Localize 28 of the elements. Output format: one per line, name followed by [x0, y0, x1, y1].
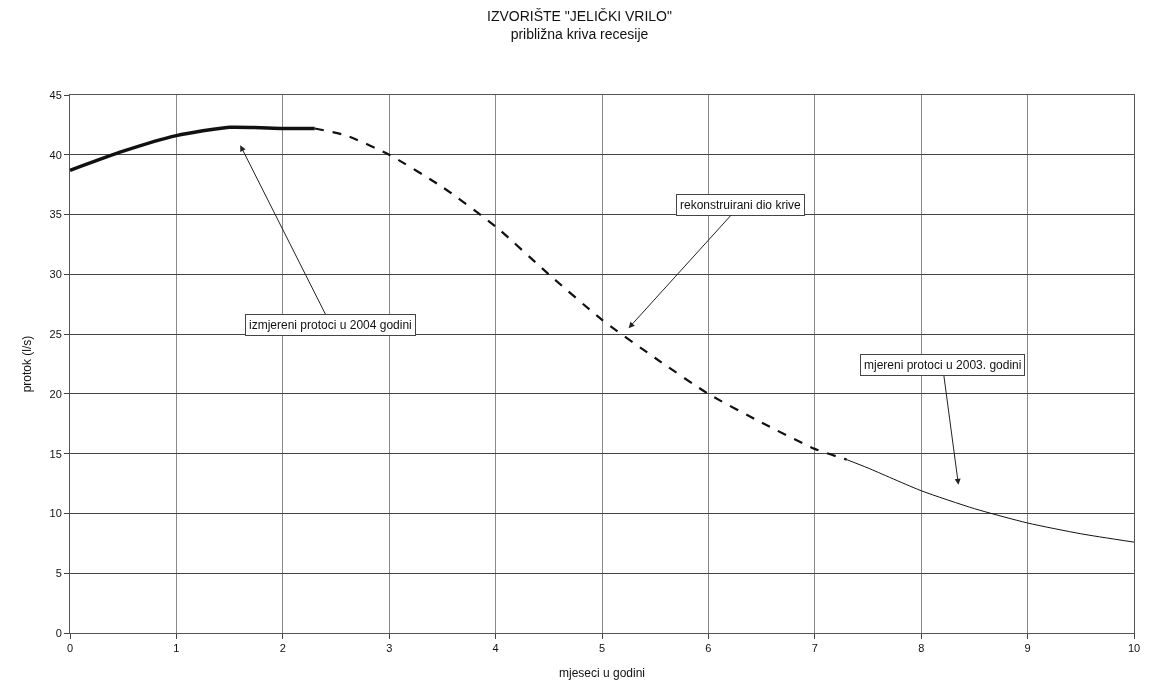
y-tick-label: 0 [55, 626, 62, 639]
y-tick-label: 35 [49, 208, 62, 221]
x-tick-label: 2 [279, 642, 286, 655]
y-tick-label: 10 [49, 507, 62, 520]
y-tick-label: 25 [49, 327, 62, 340]
chart-subtitle: približna kriva recesije [510, 25, 649, 42]
y-tick-label: 45 [49, 88, 62, 101]
y-tick-label: 20 [49, 387, 62, 400]
x-tick-label: 0 [66, 642, 74, 655]
chart-title: IZVORIŠTE "JELIČKI VRILO" [487, 7, 673, 24]
x-tick-label: 1 [173, 642, 180, 655]
x-tick-label: 9 [1024, 642, 1031, 655]
x-tick-label: 7 [811, 642, 818, 655]
x-tick-label: 10 [1127, 642, 1141, 655]
x-tick-label: 8 [918, 642, 925, 655]
annotation: izmjereni protoci u 2004 godini [249, 318, 412, 332]
x-axis-title: mjeseci u godini [558, 666, 646, 681]
x-tick-label: 4 [492, 642, 499, 655]
y-tick-label: 30 [49, 268, 62, 281]
y-tick-label: 40 [49, 148, 62, 161]
y-axis-title: protok (l/s) [19, 335, 34, 393]
x-tick-label: 3 [386, 642, 393, 655]
annotation: rekonstruirani dio krive [680, 198, 802, 212]
annotation: mjereni protoci u 2003. godini [864, 358, 1022, 372]
x-tick-label: 5 [598, 642, 606, 655]
y-tick-label: 15 [49, 447, 62, 460]
x-tick-label: 6 [705, 642, 712, 655]
y-tick-label: 5 [55, 567, 62, 580]
